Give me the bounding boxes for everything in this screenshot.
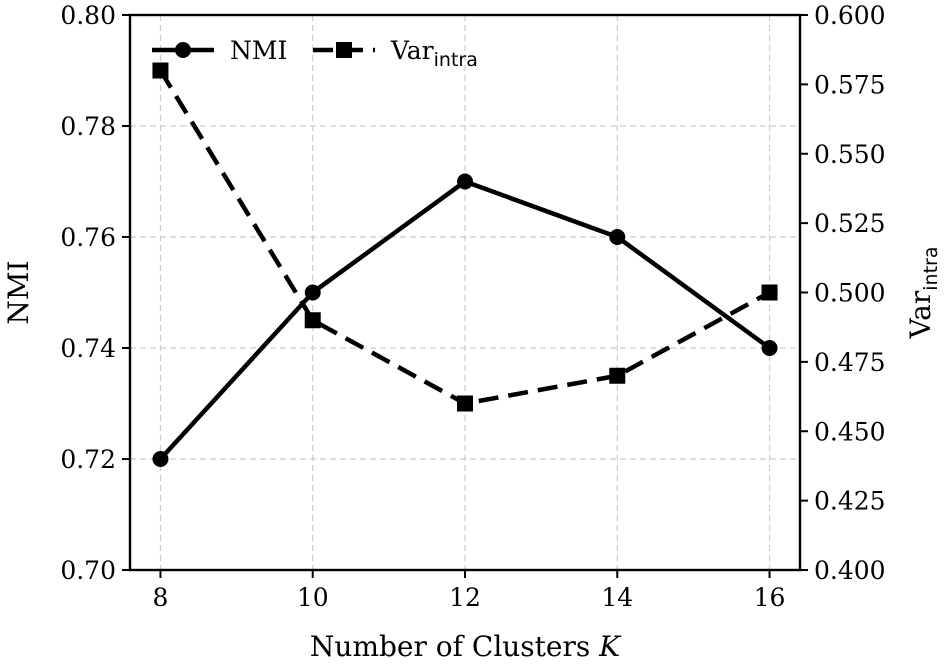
x-tick-label: 10 (297, 583, 329, 612)
y-right-tick-label: 0.550 (814, 140, 886, 169)
data-point-var (761, 284, 778, 301)
data-point-nmi (761, 340, 778, 356)
y-left-tick-label: 0.74 (60, 334, 116, 363)
data-point-nmi (609, 229, 626, 245)
data-point-nmi (304, 284, 321, 301)
series-layer (152, 62, 778, 467)
x-tick-label: 16 (754, 583, 786, 612)
x-tick-label: 14 (601, 583, 633, 612)
legend-marker-var (336, 42, 352, 58)
y-right-tick-label: 0.500 (814, 279, 886, 308)
y-right-tick-label: 0.425 (814, 487, 886, 516)
legend: NMI Varintra (152, 36, 478, 71)
data-point-nmi (457, 173, 473, 190)
x-axis-label: Number of Clusters K (310, 630, 622, 663)
legend-marker-nmi (175, 42, 191, 58)
legend-label-var: Varintra (390, 36, 478, 71)
y-left-tick-label: 0.78 (60, 112, 116, 141)
y-right-tick-label: 0.475 (814, 348, 886, 377)
y-axis-left-label: NMI (2, 260, 35, 324)
y-left-tick-label: 0.70 (60, 556, 116, 585)
ticks: 8 10 12 14 16 0.70 0.72 0.74 0.76 0.78 0.80 0.400 0.… (60, 1, 885, 612)
x-tick-label: 12 (449, 583, 481, 612)
data-point-var (304, 312, 321, 329)
y-right-tick-label: 0.575 (814, 70, 886, 99)
data-point-var (152, 62, 169, 79)
y-right-tick-label: 0.525 (814, 209, 886, 238)
y-right-tick-label: 0.400 (814, 556, 886, 585)
data-point-var (609, 367, 626, 384)
grid (130, 14, 800, 571)
data-point-var (457, 395, 473, 412)
y-left-tick-label: 0.76 (60, 223, 116, 252)
y-axis-right-label: Varintra (904, 247, 942, 340)
y-left-tick-label: 0.80 (60, 1, 116, 30)
x-tick-label: 8 (153, 583, 169, 612)
y-right-tick-label: 0.600 (814, 1, 886, 30)
legend-label-nmi: NMI (230, 36, 287, 65)
y-left-tick-label: 0.72 (60, 445, 116, 474)
data-point-nmi (152, 451, 169, 467)
y-right-tick-label: 0.450 (814, 417, 886, 446)
